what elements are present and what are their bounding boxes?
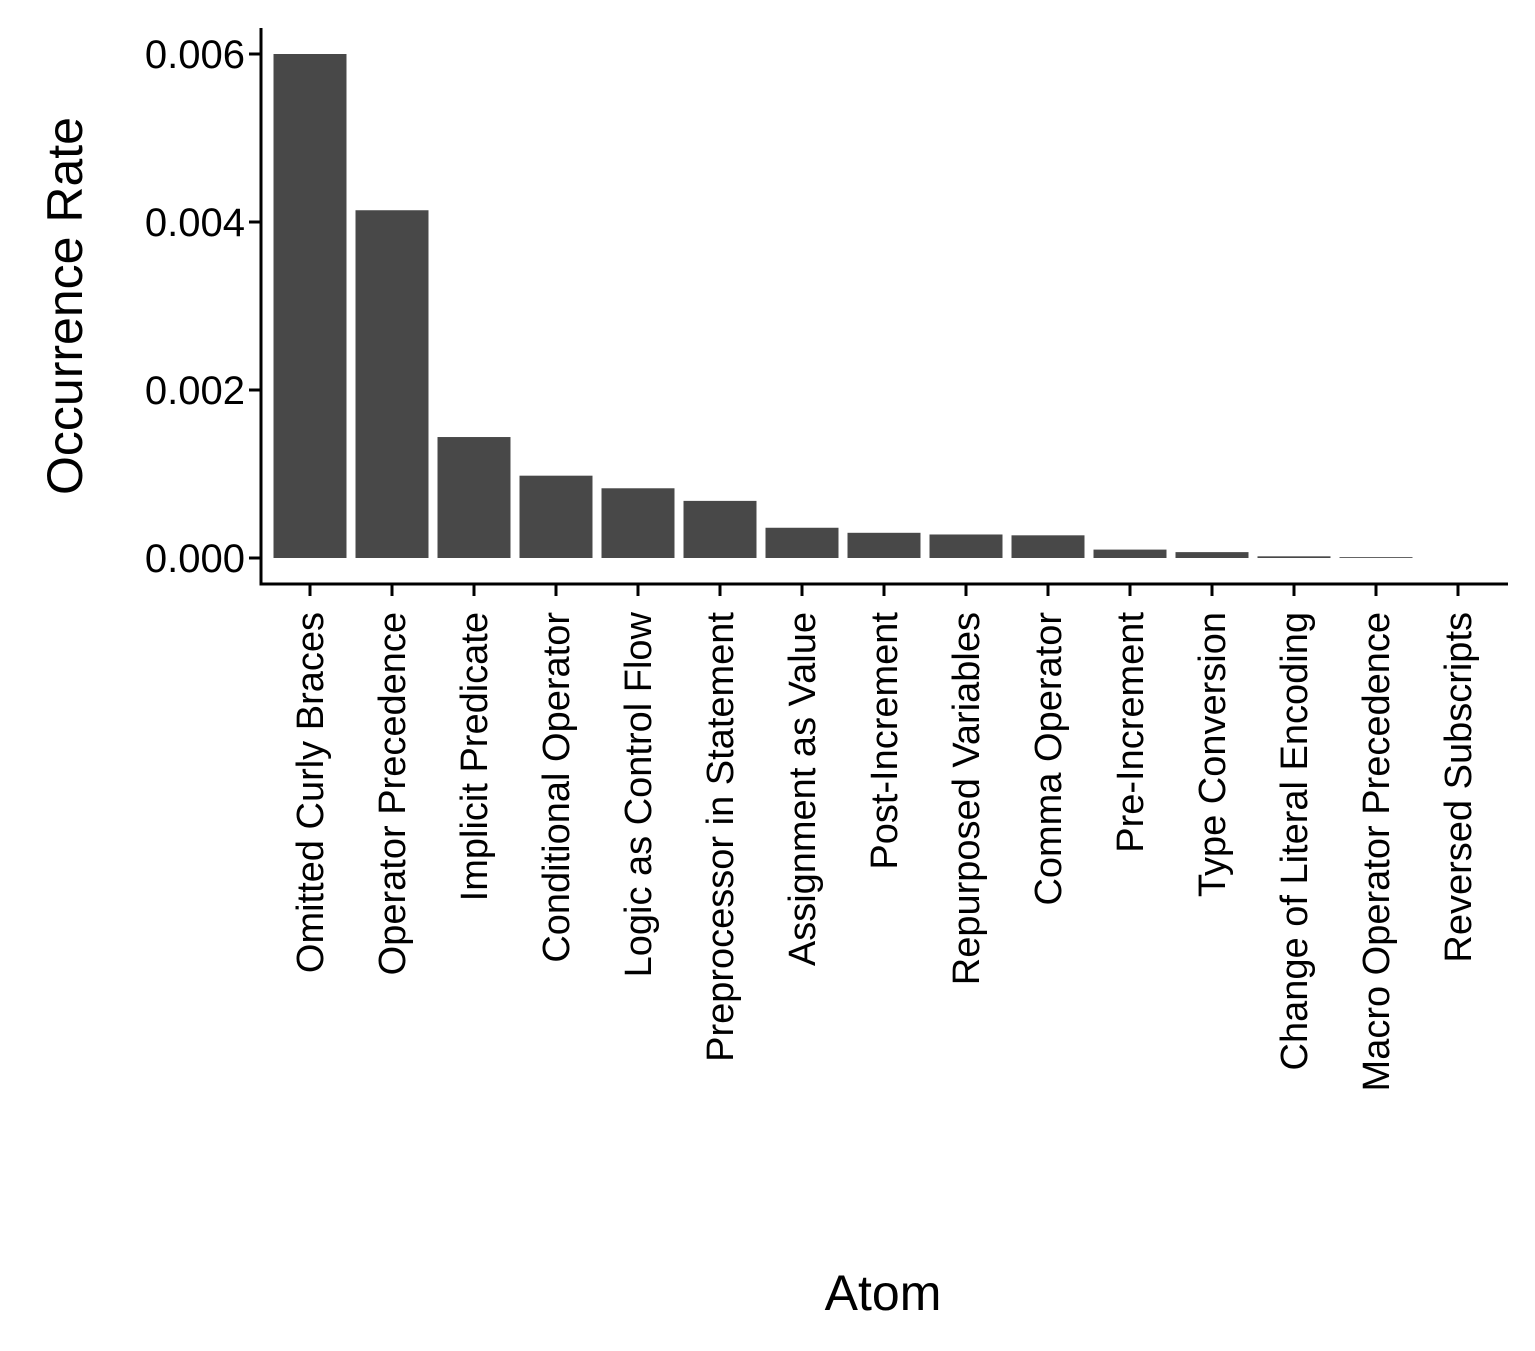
bar-4: [519, 475, 593, 558]
x-tick-label: Macro Operator Precedence: [1356, 612, 1398, 1091]
y-tick-label: 0.002: [145, 369, 245, 413]
x-axis-title: Atom: [825, 1265, 942, 1321]
bar-5: [601, 488, 675, 558]
x-tick-label: Conditional Operator: [536, 612, 578, 963]
x-tick-label: Assignment as Value: [782, 612, 824, 966]
y-tick-label: 0.004: [145, 201, 245, 245]
bar-12: [1175, 552, 1249, 558]
bar-1: [273, 54, 347, 558]
bar-6: [683, 500, 757, 558]
x-ticks: Omitted Curly Braces Operator Precedence I…: [290, 584, 1480, 1091]
bar-13: [1257, 556, 1331, 558]
y-tick-label: 0.000: [145, 537, 245, 581]
bar-10: [1011, 535, 1085, 558]
bar-9: [929, 534, 1003, 558]
x-tick-label: Reversed Subscripts: [1438, 612, 1480, 963]
x-tick-label: Change of Literal Encoding: [1274, 612, 1316, 1070]
bar-11: [1093, 549, 1167, 558]
y-ticks: 0.000 0.002 0.004 0.006: [145, 33, 261, 581]
bar-3: [437, 437, 511, 558]
bar-7: [765, 527, 839, 558]
x-tick-label: Logic as Control Flow: [618, 611, 660, 977]
bars-layer: [273, 54, 1413, 559]
x-tick-label: Omitted Curly Braces: [290, 612, 332, 973]
x-tick-label: Post-Increment: [864, 612, 906, 870]
x-tick-label: Preprocessor in Statement: [700, 612, 742, 1062]
x-tick-label: Repurposed Variables: [946, 612, 988, 985]
x-tick-label: Pre-Increment: [1110, 612, 1152, 853]
y-axis-title: Occurrence Rate: [37, 117, 93, 495]
bar-8: [847, 532, 921, 558]
bar-2: [355, 210, 429, 559]
x-tick-label: Operator Precedence: [372, 612, 414, 975]
x-tick-label: Implicit Predicate: [454, 612, 496, 901]
bar-14: [1339, 557, 1413, 558]
y-tick-label: 0.006: [145, 33, 245, 77]
x-tick-label: Comma Operator: [1028, 612, 1070, 906]
x-tick-label: Type Conversion: [1192, 612, 1234, 897]
